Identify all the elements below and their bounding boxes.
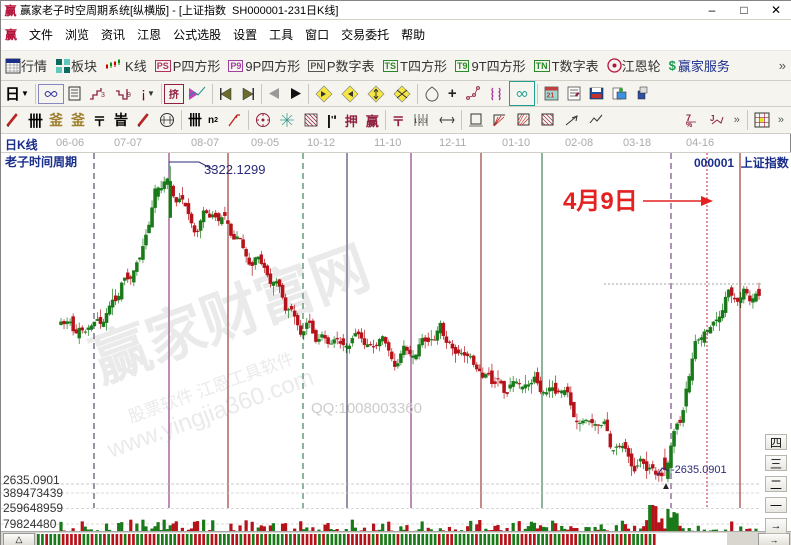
svg-text:▲: ▲ [661,481,671,492]
svg-text:259648959: 259648959 [3,501,63,515]
svg-text:QQ:1008003360: QQ:1008003360 [311,400,422,417]
svg-text:4月9日: 4月9日 [563,188,638,215]
svg-text:79824480: 79824480 [3,517,57,531]
svg-text:389473439: 389473439 [3,486,63,500]
svg-text:9: 9 [127,92,131,99]
svg-text:J: J [710,114,714,123]
svg-text:-2635.0901: -2635.0901 [671,464,727,476]
svg-text:21: 21 [546,93,554,100]
svg-text:1 2 3: 1 2 3 [414,119,428,125]
svg-text:3: 3 [101,92,105,99]
svg-text:2635.0901: 2635.0901 [3,473,60,487]
svg-text:%: % [686,122,693,128]
